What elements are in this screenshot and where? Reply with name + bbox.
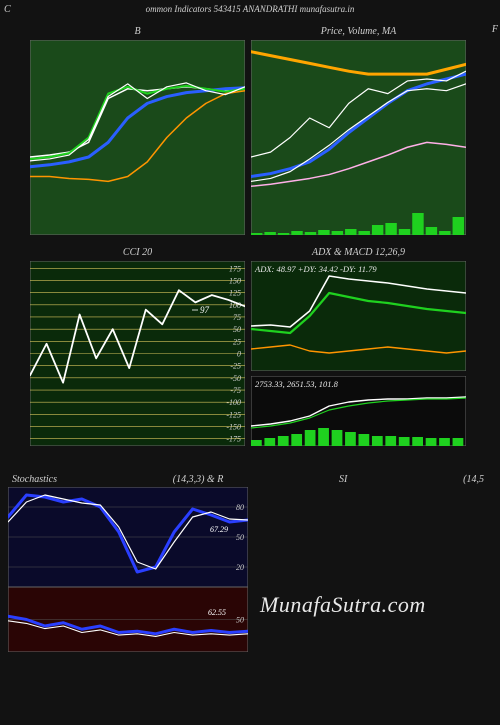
svg-text:125: 125 [229, 289, 241, 298]
svg-text:-150: -150 [226, 423, 241, 432]
stoch-title-right: (14,5 [463, 474, 484, 485]
svg-text:67.29: 67.29 [210, 525, 228, 534]
panel-adx-macd: ADX & MACD 12,26,9 ADX: 48.97 +DY: 34.42… [251, 247, 466, 446]
header-right-label: F [492, 24, 498, 35]
chart-stochastics: 80 50 20 67.29 50 62.55 [8, 487, 496, 652]
panel-bollinger: B [30, 26, 245, 235]
header-title: ommon Indicators 543415 ANANDRATHI munaf… [146, 4, 355, 14]
svg-text:-25: -25 [230, 362, 241, 371]
panel-cci: CCI 20 1751501251007550250-25-50-75-100-… [30, 247, 245, 446]
panel-price-ma-title: Price, Volume, MA [251, 26, 466, 40]
stoch-title-mid1: (14,3,3) & R [173, 474, 224, 485]
svg-text:175: 175 [229, 264, 241, 273]
svg-text:-125: -125 [226, 410, 241, 419]
svg-text:2753.33, 2651.53, 101.8: 2753.33, 2651.53, 101.8 [255, 379, 339, 389]
panel-bollinger-title: B [30, 26, 245, 40]
svg-text:-175: -175 [226, 435, 241, 444]
chart-cci: 1751501251007550250-25-50-75-100-125-150… [30, 261, 245, 446]
svg-text:-75: -75 [230, 386, 241, 395]
svg-text:25: 25 [233, 337, 241, 346]
svg-text:20: 20 [236, 563, 244, 572]
svg-text:80: 80 [236, 503, 244, 512]
panel-stoch-title-row: Stochastics (14,3,3) & R SI (14,5 [8, 474, 488, 485]
svg-text:62.55: 62.55 [208, 608, 226, 617]
page-header: C ommon Indicators 543415 ANANDRATHI mun… [0, 0, 500, 16]
panel-cci-title: CCI 20 [30, 247, 245, 261]
stoch-title-mid2: SI [339, 474, 347, 485]
header-left-label: C [4, 4, 11, 15]
brand-watermark: MunafaSutra.com [260, 592, 426, 618]
panel-price-ma: Price, Volume, MA [251, 26, 466, 235]
svg-text:97: 97 [200, 305, 210, 315]
svg-text:-50: -50 [230, 374, 241, 383]
svg-text:0: 0 [237, 350, 241, 359]
svg-text:150: 150 [229, 276, 241, 285]
svg-text:50: 50 [236, 533, 244, 542]
svg-text:50: 50 [236, 616, 244, 625]
panel-adx-title: ADX & MACD 12,26,9 [251, 247, 466, 261]
svg-text:75: 75 [233, 313, 241, 322]
svg-text:-100: -100 [226, 398, 241, 407]
svg-text:50: 50 [233, 325, 241, 334]
svg-text:ADX: 48.97 +DY: 34.42 -DY: 11: ADX: 48.97 +DY: 34.42 -DY: 11.79 [254, 264, 377, 274]
chart-adx-macd: ADX: 48.97 +DY: 34.42 -DY: 11.79 2753.33,… [251, 261, 466, 446]
chart-bollinger [30, 40, 245, 235]
chart-price-ma [251, 40, 466, 235]
stoch-title-left: Stochastics [12, 474, 57, 485]
